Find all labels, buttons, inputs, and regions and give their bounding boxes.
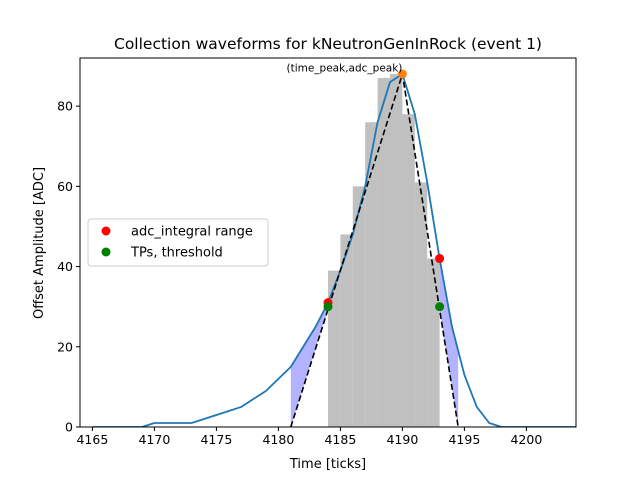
- x-axis-label: Time [ticks]: [289, 457, 366, 472]
- x-tick-label: 4165: [76, 432, 108, 447]
- x-tick-label: 4185: [324, 432, 356, 447]
- peak-marker: [397, 69, 407, 79]
- plot-content: [92, 73, 576, 427]
- marker-tp-threshold-1: [435, 302, 445, 312]
- x-tick-label: 4180: [262, 432, 294, 447]
- x-tick-label: 4175: [200, 432, 232, 447]
- legend-label-0: adc_integral range: [131, 225, 253, 240]
- marker-adc-integral-1: [435, 254, 445, 264]
- plot-area: (time_peak,adc_peak) 4165 4170 4175 4180 4185…: [57, 57, 577, 447]
- y-tick-label: 40: [57, 259, 73, 274]
- histogram-bar-5: [390, 74, 403, 427]
- x-tick-label: 4195: [448, 432, 480, 447]
- histogram-bar-6: [402, 114, 415, 427]
- legend-label-1: TPs, threshold: [130, 246, 223, 261]
- marker-tp-threshold-0: [323, 302, 333, 312]
- x-tick-label: 4170: [138, 432, 170, 447]
- histogram-bar-1: [340, 234, 353, 427]
- axes-frame: [79, 57, 577, 428]
- shaded-region-right: [439, 258, 459, 427]
- histogram-bar-8: [427, 258, 440, 427]
- x-tick-label: 4200: [510, 432, 542, 447]
- legend-marker-1: [101, 247, 111, 257]
- y-tick-label: 60: [57, 179, 73, 194]
- histogram-bar-7: [414, 182, 428, 427]
- peak-annotation: (time_peak,adc_peak): [286, 63, 402, 75]
- y-axis-label: Offset Amplitude [ADC]: [32, 167, 47, 319]
- x-tick-label: 4190: [386, 432, 418, 447]
- y-tick-label: 80: [57, 99, 73, 114]
- y-tick-label: 20: [57, 339, 73, 354]
- y-tick-label: 0: [65, 420, 73, 435]
- legend: adc_integral range TPs, threshold: [87, 218, 269, 267]
- waveform-line: [92, 73, 576, 427]
- chart-title: Collection waveforms for kNeutronGenInRo…: [114, 35, 542, 53]
- histogram-bar-2: [352, 186, 366, 427]
- histogram-bar-4: [377, 78, 390, 427]
- histogram-bar-3: [365, 122, 378, 427]
- histogram-bar-0: [328, 270, 341, 427]
- legend-box: [87, 218, 269, 267]
- legend-marker-0: [101, 226, 111, 236]
